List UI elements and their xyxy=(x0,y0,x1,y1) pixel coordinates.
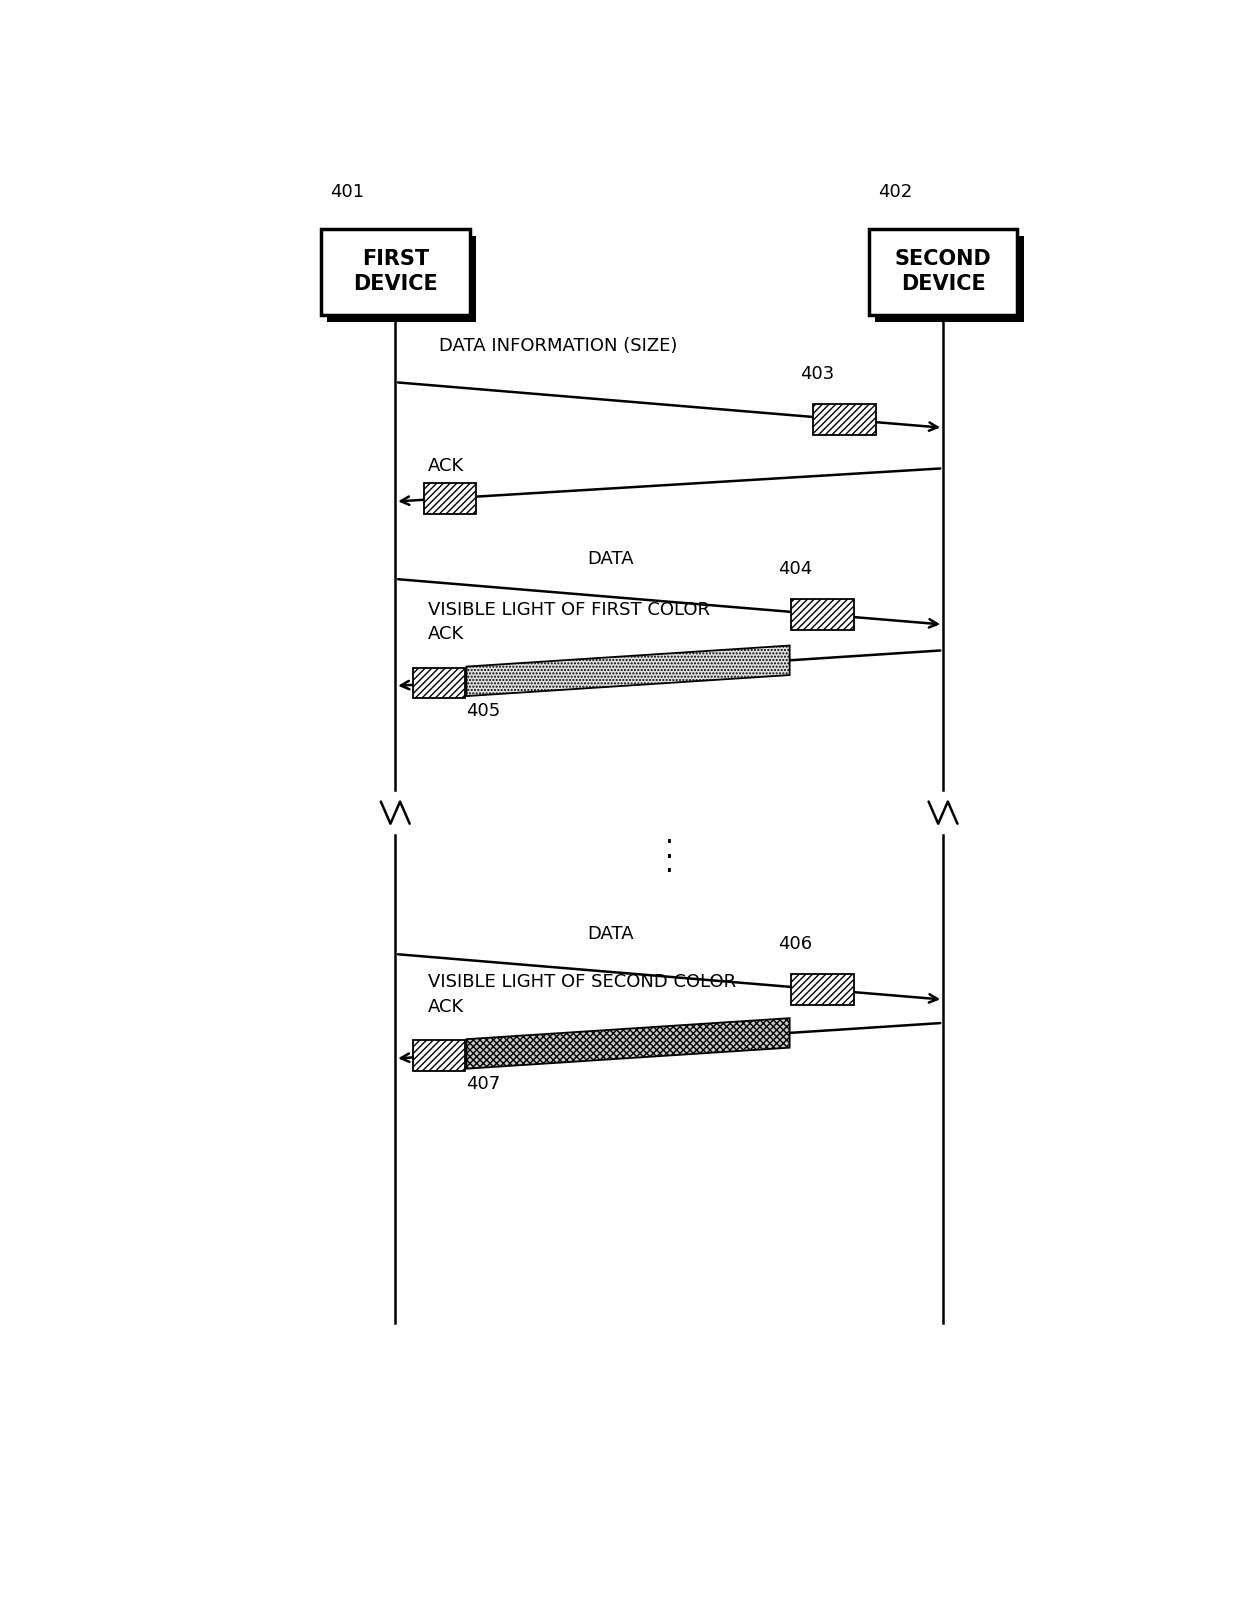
Bar xyxy=(791,599,854,629)
Text: 407: 407 xyxy=(466,1075,500,1092)
Text: ACK: ACK xyxy=(428,626,464,644)
Text: 404: 404 xyxy=(777,559,812,578)
Bar xyxy=(327,236,476,323)
Text: .: . xyxy=(665,835,673,864)
Bar xyxy=(413,1040,465,1072)
Text: 406: 406 xyxy=(777,934,812,953)
Bar xyxy=(791,974,854,1005)
Text: SECOND
DEVICE: SECOND DEVICE xyxy=(894,249,992,294)
Text: ACK: ACK xyxy=(428,457,464,474)
Bar xyxy=(813,404,875,434)
Text: VISIBLE LIGHT OF FIRST COLOR: VISIBLE LIGHT OF FIRST COLOR xyxy=(428,600,711,618)
Bar xyxy=(413,668,465,698)
Text: 403: 403 xyxy=(800,364,835,383)
Text: DATA: DATA xyxy=(587,549,634,569)
Text: .: . xyxy=(665,850,673,878)
Bar xyxy=(875,236,1024,323)
Text: 401: 401 xyxy=(330,184,365,201)
Bar xyxy=(868,228,1018,315)
Text: .: . xyxy=(665,821,673,848)
Polygon shape xyxy=(466,1019,790,1068)
Text: 405: 405 xyxy=(466,703,500,720)
Text: 402: 402 xyxy=(878,184,913,201)
Text: ACK: ACK xyxy=(428,998,464,1016)
Bar xyxy=(424,482,476,514)
Bar xyxy=(321,228,470,315)
Text: DATA INFORMATION (SIZE): DATA INFORMATION (SIZE) xyxy=(439,337,677,355)
Text: DATA: DATA xyxy=(587,925,634,942)
Polygon shape xyxy=(466,645,790,696)
Text: FIRST
DEVICE: FIRST DEVICE xyxy=(353,249,438,294)
Text: VISIBLE LIGHT OF SECOND COLOR: VISIBLE LIGHT OF SECOND COLOR xyxy=(428,973,737,992)
